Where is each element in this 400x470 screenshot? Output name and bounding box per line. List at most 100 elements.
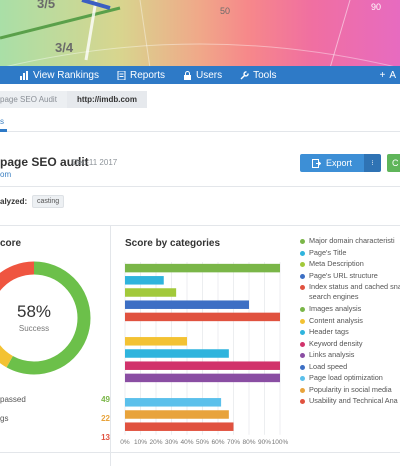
legend-item: Popularity in social media [298,385,400,397]
score-donut [0,261,91,375]
chart-legend: Major domain characteristi Page's Title Me… [298,236,400,408]
legend-dot-icon [300,387,305,393]
hero-line-white [84,0,98,61]
legend-label: Usability and Technical Ana [309,396,398,405]
nav-view-rankings[interactable]: View Rankings [10,66,99,84]
bar[interactable] [125,398,222,407]
bar[interactable] [125,422,234,431]
stat-value: 13 [101,433,110,442]
legend-label: Load speed [309,361,348,371]
hero-grid-line [139,0,151,68]
legend-label: Page's Title [309,247,347,257]
nav-tools[interactable]: Tools [222,66,276,84]
legend-dot-icon [300,239,305,244]
hero-grid-line [329,0,351,68]
legend-label: Popularity in social media [309,384,392,394]
stat-value: 49 [101,395,110,404]
score-title: core [0,238,22,249]
nav-add-label: A [389,69,396,81]
score-percent: 58% [16,302,52,321]
legend-dot-icon [300,285,305,290]
legend-item: Major domain characteristi [298,236,400,248]
hero-arc [0,43,400,68]
legend-dot-icon [300,376,305,381]
bar[interactable] [125,361,280,370]
legend-item: Images analysis [298,304,400,316]
x-tick-label: 20% [149,439,162,444]
chart-title: Score by categories [125,238,221,249]
x-tick-label: 70% [227,439,240,444]
legend-label: Meta Description [309,259,364,268]
nav-label: Tools [253,69,277,81]
bar[interactable] [125,263,280,273]
site-link[interactable]: om [0,170,12,179]
hero-banner: 3/5 3/4 50 90 [0,0,400,68]
bar[interactable] [125,300,249,309]
bar[interactable] [125,373,280,383]
stat-label: gs [0,414,9,423]
legend-label: Page load optimization [309,373,383,382]
x-tick-label: 90% [258,439,271,444]
divider [0,452,400,453]
report-icon [117,70,126,80]
legend-item: Usability and Technical Ana [298,396,400,408]
legend-label: search engines [309,292,359,301]
export-button[interactable]: Export [300,154,364,172]
legend-item: Header tags [298,327,400,339]
bar[interactable] [125,349,229,358]
legend-item: Links analysis [298,350,400,362]
hero-label: 3/5 [37,0,56,11]
hero-graph [0,0,400,68]
nav-add[interactable]: + A [379,66,400,84]
divider [0,131,400,132]
bars-icon [20,70,28,80]
bar[interactable] [125,312,280,322]
legend-dot-icon [300,273,305,279]
x-tick-label: 80% [242,439,255,444]
legend-label: Keyword density [309,338,363,348]
nav-label: Reports [129,69,165,81]
legend-item: Meta Description [298,259,400,271]
x-tick-label: 100% [272,439,289,444]
legend-label: Header tags [309,327,349,336]
top-nav: View Rankings Reports Users Tools + A [0,66,400,84]
green-action-button[interactable]: C [387,154,400,172]
nav-label: Users [195,69,223,81]
x-tick-label: 0% [120,439,130,444]
legend-label: Images analysis [309,304,362,313]
stat-value: 22 [101,414,110,423]
legend-dot-icon [300,399,305,404]
legend-dot-icon [300,341,305,347]
export-icon [311,158,321,168]
bar[interactable] [125,337,187,346]
score-status: Success [18,324,50,333]
x-tick-label: 40% [180,439,193,444]
tab-active-indicator [0,129,7,132]
legend-dot-icon [300,250,305,256]
legend-label: Links analysis [309,350,355,359]
bar[interactable] [125,288,177,297]
page-title: page SEO audit [0,155,89,169]
plus-icon: + [379,69,386,81]
keyword-tag[interactable]: casting [32,195,65,208]
legend-label: Content analysis [309,315,363,325]
x-tick-label: 50% [196,439,209,444]
x-tick-label: 30% [165,439,178,444]
nav-users[interactable]: Users [165,66,222,84]
nav-label: View Rankings [33,69,99,81]
wrench-icon [240,70,249,79]
tab-label[interactable]: s [0,117,4,126]
nav-reports[interactable]: Reports [99,66,165,84]
export-dropdown-button[interactable]: ⁝ [364,154,381,172]
hero-label: 90 [371,2,382,12]
legend-item: Index status and cached sna search engine… [298,282,400,304]
breadcrumb-item[interactable]: page SEO Audit [0,91,67,108]
dots-icon: ⁝ [371,160,374,167]
legend-item: Page's URL structure [298,271,400,283]
divider [0,186,400,187]
bar[interactable] [125,276,164,285]
bar[interactable] [125,410,229,419]
analyzed-label: alyzed: [0,197,28,206]
hero-line-blue [81,0,111,10]
category-bar-chart: 0% 10% 20% 30% 40% 50% 60% 70% 80% 90% 100% [120,262,289,444]
